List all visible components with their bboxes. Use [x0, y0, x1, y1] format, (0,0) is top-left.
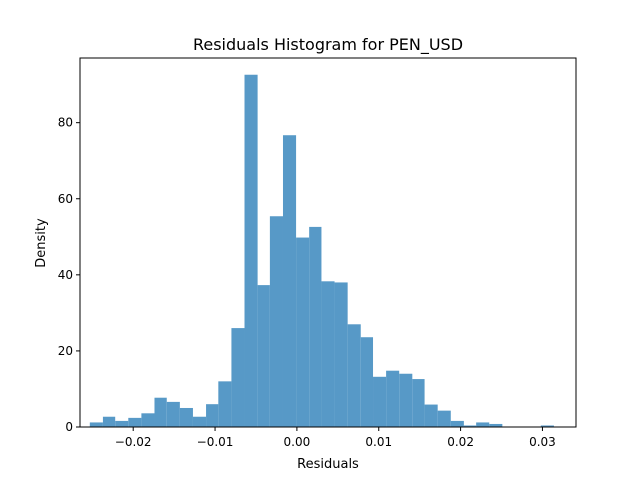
histogram-bar-4 [141, 413, 155, 427]
histogram-bar-16 [296, 237, 310, 427]
x-tick-label: 0.00 [284, 435, 311, 449]
histogram-bar-25 [412, 379, 425, 427]
chart-title: Residuals Histogram for PEN_USD [193, 35, 463, 55]
histogram-bar-11 [231, 328, 245, 427]
plot-frame [79, 57, 577, 428]
histogram-bar-22 [373, 376, 387, 427]
histogram-bar-29 [463, 425, 477, 427]
y-axis-ticks: 0 20 40 60 80 [58, 116, 80, 434]
histogram-bar-20 [347, 324, 361, 427]
histogram-bar-7 [179, 407, 193, 427]
histogram-bar-23 [386, 370, 400, 427]
histogram-bar-26 [424, 404, 438, 427]
histogram-bar-12 [244, 74, 258, 428]
histogram-bar-0 [89, 422, 103, 427]
x-axis-label: Residuals [297, 457, 359, 472]
histogram-bar-31 [489, 423, 503, 427]
histogram-bar-24 [399, 373, 413, 427]
histogram-bar-18 [321, 281, 335, 427]
x-axis-ticks: −0.02 −0.01 0.00 0.01 0.02 0.03 [115, 427, 556, 449]
histogram-bar-6 [166, 401, 180, 427]
x-tick-label: −0.02 [115, 435, 152, 449]
x-tick-label: 0.02 [447, 435, 474, 449]
histogram-bar-15 [282, 135, 297, 427]
y-tick-label: 0 [65, 420, 73, 434]
histogram-bar-10 [218, 381, 232, 427]
y-tick-label: 20 [58, 344, 73, 358]
histogram-bar-17 [309, 226, 322, 427]
x-tick-label: 0.01 [365, 435, 392, 449]
histogram-bar-8 [192, 416, 207, 427]
y-axis-label: Density [34, 218, 49, 268]
histogram-bar-1 [102, 416, 116, 427]
histogram-bar-3 [128, 417, 142, 427]
histogram-bar-35 [540, 425, 554, 427]
histogram-bar-9 [206, 404, 219, 427]
y-tick-label: 80 [58, 116, 73, 130]
y-tick-label: 60 [58, 192, 73, 206]
histogram-bar-13 [257, 285, 270, 427]
histogram-bar-30 [476, 422, 490, 427]
histogram-bar-27 [437, 410, 451, 427]
histogram-bars [89, 74, 554, 428]
histogram-bar-2 [115, 420, 129, 427]
histogram-bar-5 [154, 397, 167, 427]
y-tick-label: 40 [58, 268, 73, 282]
x-tick-label: 0.03 [529, 435, 556, 449]
histogram-bar-19 [334, 282, 348, 427]
histogram-bar-21 [360, 337, 374, 427]
x-tick-label: −0.01 [197, 435, 234, 449]
histogram-bar-28 [450, 420, 464, 427]
histogram-bar-14 [269, 216, 283, 427]
